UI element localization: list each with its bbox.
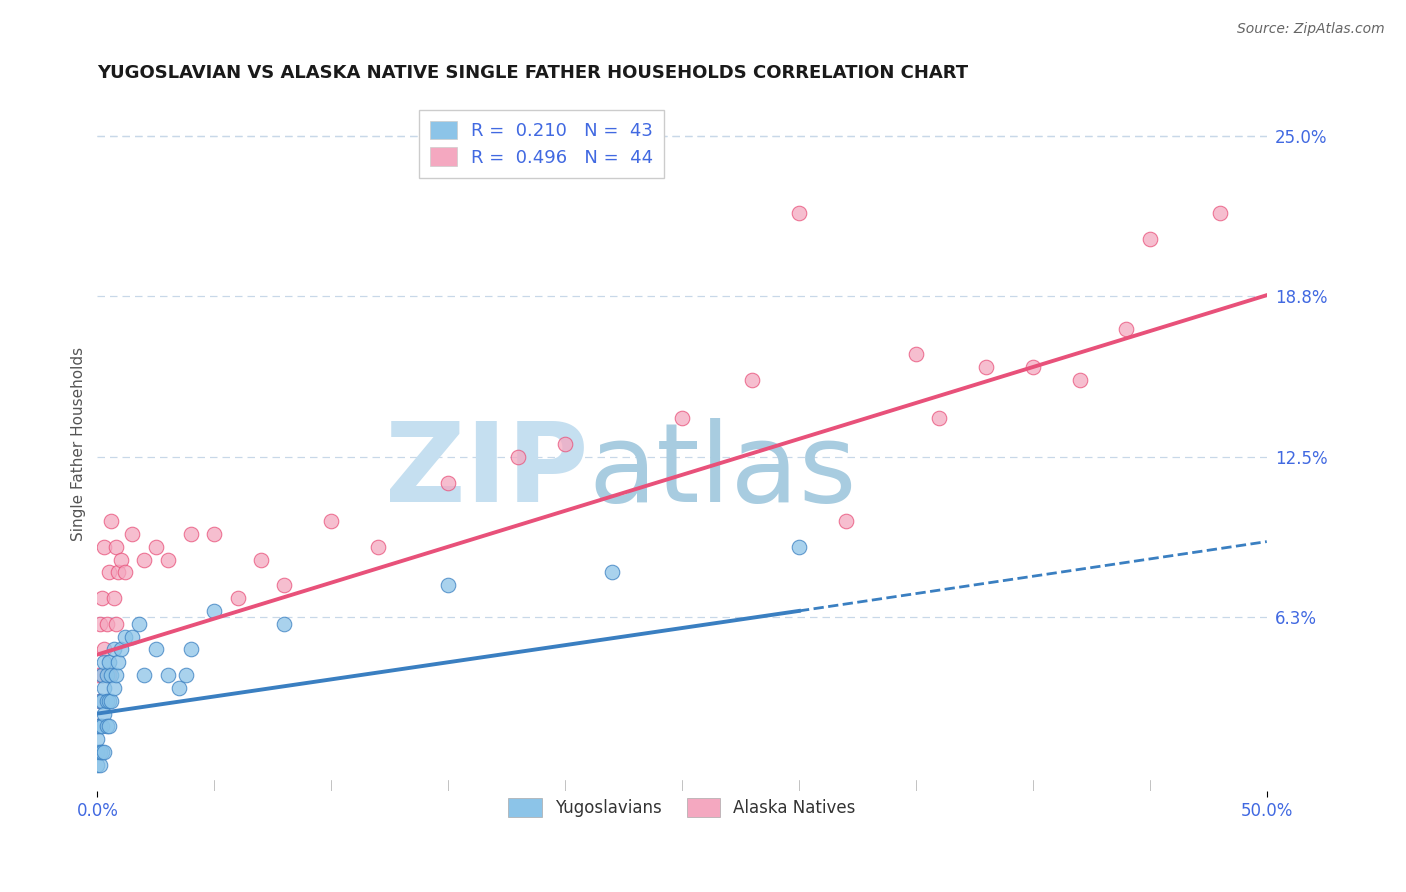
Point	[600, 566, 623, 580]
Point	[107, 566, 129, 580]
Point	[741, 373, 763, 387]
Point	[114, 566, 136, 580]
Point	[89, 758, 111, 772]
Point	[86, 719, 108, 733]
Point	[93, 681, 115, 695]
Point	[96, 616, 118, 631]
Point	[93, 706, 115, 721]
Point	[110, 642, 132, 657]
Point	[180, 642, 202, 657]
Point	[86, 758, 108, 772]
Point	[86, 668, 108, 682]
Point	[1115, 321, 1137, 335]
Point	[1022, 359, 1045, 374]
Point	[103, 591, 125, 605]
Point	[91, 694, 114, 708]
Point	[98, 719, 121, 733]
Point	[89, 719, 111, 733]
Point	[134, 552, 156, 566]
Point	[86, 719, 108, 733]
Point	[554, 437, 576, 451]
Text: atlas: atlas	[589, 418, 858, 525]
Point	[107, 655, 129, 669]
Point	[98, 668, 121, 682]
Point	[273, 616, 295, 631]
Point	[96, 719, 118, 733]
Point	[105, 668, 128, 682]
Point	[145, 642, 167, 657]
Legend: Yugoslavians, Alaska Natives: Yugoslavians, Alaska Natives	[502, 791, 862, 824]
Point	[98, 655, 121, 669]
Point	[835, 514, 858, 528]
Point	[1139, 232, 1161, 246]
Point	[89, 616, 111, 631]
Point	[904, 347, 927, 361]
Point	[128, 616, 150, 631]
Point	[145, 540, 167, 554]
Point	[93, 540, 115, 554]
Point	[103, 642, 125, 657]
Point	[671, 411, 693, 425]
Point	[1069, 373, 1091, 387]
Point	[93, 745, 115, 759]
Point	[508, 450, 530, 464]
Point	[91, 668, 114, 682]
Point	[89, 745, 111, 759]
Point	[86, 732, 108, 747]
Point	[167, 681, 190, 695]
Point	[103, 681, 125, 695]
Point	[787, 206, 810, 220]
Point	[156, 668, 179, 682]
Point	[121, 630, 143, 644]
Point	[114, 630, 136, 644]
Point	[437, 475, 460, 490]
Point	[96, 694, 118, 708]
Point	[93, 642, 115, 657]
Point	[202, 604, 225, 618]
Text: YUGOSLAVIAN VS ALASKA NATIVE SINGLE FATHER HOUSEHOLDS CORRELATION CHART: YUGOSLAVIAN VS ALASKA NATIVE SINGLE FATH…	[97, 64, 969, 82]
Point	[928, 411, 950, 425]
Point	[180, 527, 202, 541]
Point	[121, 527, 143, 541]
Text: ZIP: ZIP	[385, 418, 589, 525]
Point	[1209, 206, 1232, 220]
Point	[98, 566, 121, 580]
Point	[100, 694, 122, 708]
Point	[250, 552, 273, 566]
Point	[226, 591, 249, 605]
Y-axis label: Single Father Households: Single Father Households	[72, 347, 86, 541]
Point	[273, 578, 295, 592]
Point	[89, 694, 111, 708]
Point	[974, 359, 997, 374]
Point	[105, 540, 128, 554]
Point	[367, 540, 389, 554]
Point	[100, 514, 122, 528]
Point	[96, 668, 118, 682]
Point	[91, 668, 114, 682]
Point	[91, 719, 114, 733]
Point	[787, 540, 810, 554]
Point	[156, 552, 179, 566]
Point	[174, 668, 197, 682]
Point	[321, 514, 343, 528]
Point	[105, 616, 128, 631]
Point	[93, 655, 115, 669]
Point	[91, 745, 114, 759]
Point	[98, 694, 121, 708]
Text: Source: ZipAtlas.com: Source: ZipAtlas.com	[1237, 22, 1385, 37]
Point	[110, 552, 132, 566]
Point	[202, 527, 225, 541]
Point	[437, 578, 460, 592]
Point	[91, 591, 114, 605]
Point	[100, 668, 122, 682]
Point	[89, 694, 111, 708]
Point	[134, 668, 156, 682]
Point	[86, 745, 108, 759]
